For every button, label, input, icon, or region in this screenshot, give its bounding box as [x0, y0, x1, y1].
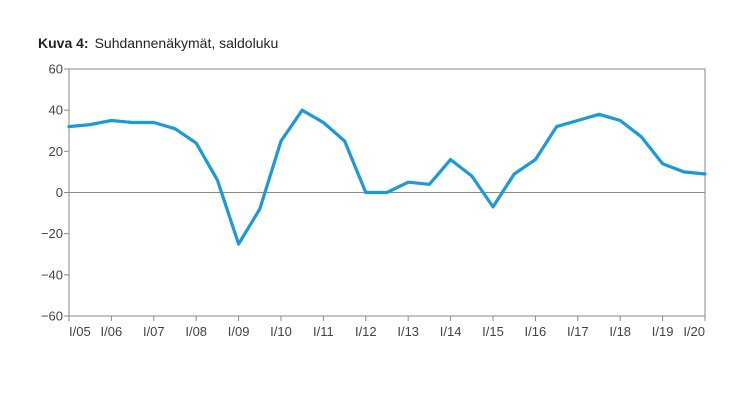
y-tick-label: −60 [41, 309, 63, 324]
x-tick-label: I/15 [482, 324, 504, 339]
y-tick-label: 40 [49, 103, 63, 118]
x-tick-label: I/11 [313, 324, 334, 339]
y-tick-label: 0 [56, 185, 63, 200]
y-tick-label: −40 [41, 267, 63, 282]
x-tick-label: I/12 [355, 324, 377, 339]
y-tick-label: 60 [49, 62, 63, 77]
x-tick-label: I/07 [143, 324, 165, 339]
x-tick-label: I/19 [652, 324, 674, 339]
x-tick-label: I/08 [185, 324, 207, 339]
x-tick-label: I/05 [69, 324, 91, 339]
y-tick-label: −20 [41, 226, 63, 241]
x-tick-label: I/18 [609, 324, 631, 339]
figure-title: Kuva 4: Suhdannenäkymät, saldoluku [38, 35, 278, 51]
x-tick-label: I/20 [683, 324, 705, 339]
x-tick-label: I/06 [101, 324, 123, 339]
x-tick-label: I/16 [525, 324, 547, 339]
x-tick-label: I/17 [567, 324, 589, 339]
series-line [67, 108, 707, 246]
y-tick-label: 20 [49, 144, 63, 159]
x-tick-label: I/09 [228, 324, 250, 339]
figure-title-text: Suhdannenäkymät, saldoluku [94, 35, 279, 51]
x-tick-label: I/13 [397, 324, 419, 339]
x-tick-label: I/14 [440, 324, 462, 339]
x-tick-label: I/10 [270, 324, 292, 339]
figure-label: Kuva 4: [38, 35, 89, 51]
